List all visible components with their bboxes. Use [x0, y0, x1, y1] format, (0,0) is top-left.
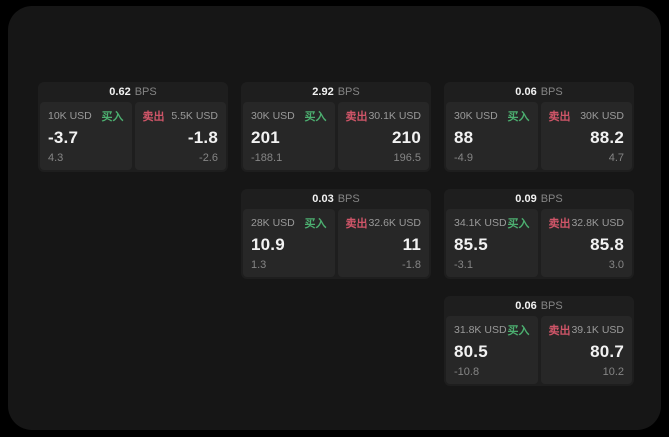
bps-unit-label: BPS: [134, 86, 157, 98]
bps-unit-label: BPS: [337, 193, 360, 205]
panels: 28K USD 买入 10.9 1.3 卖出 32.6K USD 11 -1.8: [243, 209, 429, 277]
buy-amount: 10K USD: [48, 110, 92, 122]
sell-price: 88.2: [590, 128, 624, 147]
buy-amount: 30K USD: [454, 110, 498, 122]
card-header: 0.06 BPS: [446, 296, 632, 316]
sell-amount: 32.6K USD: [368, 217, 421, 229]
bps-value: 0.62: [109, 86, 131, 98]
buy-panel[interactable]: 30K USD 买入 88 -4.9: [446, 102, 538, 170]
buy-sub-value: 1.3: [251, 259, 267, 271]
buy-label: 买入: [304, 218, 327, 230]
sell-price: 11: [402, 235, 421, 254]
card-header: 0.09 BPS: [446, 189, 632, 209]
buy-sub-value: -10.8: [454, 366, 480, 378]
sell-sub-value: 10.2: [602, 366, 624, 378]
quote-card: 0.06 BPS 31.8K USD 买入 80.5 -10.8 卖出 39.1…: [444, 296, 634, 386]
quote-grid: 0.62 BPS 10K USD 买入 -3.7 4.3 卖出 5.5K USD: [38, 82, 634, 386]
buy-price: 85.5: [454, 235, 488, 254]
sell-sub-value: 3.0: [608, 259, 624, 271]
quote-card: 0.09 BPS 34.1K USD 买入 85.5 -3.1 卖出 32.8K…: [444, 189, 634, 279]
sell-amount: 39.1K USD: [571, 324, 624, 336]
buy-sub-value: -188.1: [251, 152, 283, 164]
buy-amount: 28K USD: [251, 217, 295, 229]
sell-label: 卖出: [345, 111, 368, 123]
buy-label: 买入: [507, 218, 530, 230]
bps-value: 0.06: [515, 300, 537, 312]
buy-panel[interactable]: 10K USD 买入 -3.7 4.3: [40, 102, 132, 170]
card-header: 0.06 BPS: [446, 82, 632, 102]
sell-panel[interactable]: 卖出 30.1K USD 210 196.5: [337, 102, 429, 170]
buy-price: 80.5: [454, 342, 488, 361]
sell-panel[interactable]: 卖出 30K USD 88.2 4.7: [540, 102, 632, 170]
quote-card: 0.62 BPS 10K USD 买入 -3.7 4.3 卖出 5.5K USD: [38, 82, 228, 172]
buy-label: 买入: [507, 325, 530, 337]
sell-price: 210: [392, 128, 421, 147]
bps-unit-label: BPS: [337, 86, 360, 98]
sell-sub-value: -1.8: [402, 259, 421, 271]
sell-label: 卖出: [548, 111, 571, 123]
buy-label: 买入: [101, 111, 124, 123]
sell-panel[interactable]: 卖出 32.6K USD 11 -1.8: [337, 209, 429, 277]
buy-sub-value: -4.9: [454, 152, 473, 164]
sell-sub-value: -2.6: [199, 152, 218, 164]
buy-price: -3.7: [48, 128, 79, 147]
buy-label: 买入: [507, 111, 530, 123]
panels: 30K USD 买入 88 -4.9 卖出 30K USD 88.2 4.7: [446, 102, 632, 170]
buy-panel[interactable]: 28K USD 买入 10.9 1.3: [243, 209, 335, 277]
sell-amount: 30.1K USD: [368, 110, 421, 122]
panels: 34.1K USD 买入 85.5 -3.1 卖出 32.8K USD 85.8…: [446, 209, 632, 277]
buy-price: 10.9: [251, 235, 285, 254]
sell-amount: 32.8K USD: [571, 217, 624, 229]
buy-panel[interactable]: 31.8K USD 买入 80.5 -10.8: [446, 316, 538, 384]
buy-amount: 34.1K USD: [454, 217, 507, 229]
sell-price: 85.8: [590, 235, 624, 254]
bps-value: 0.06: [515, 86, 537, 98]
sell-label: 卖出: [345, 218, 368, 230]
buy-sub-value: 4.3: [48, 152, 64, 164]
app-frame: 0.62 BPS 10K USD 买入 -3.7 4.3 卖出 5.5K USD: [8, 6, 661, 430]
sell-label: 卖出: [548, 218, 571, 230]
buy-panel[interactable]: 30K USD 买入 201 -188.1: [243, 102, 335, 170]
sell-price: -1.8: [187, 128, 218, 147]
bps-unit-label: BPS: [540, 193, 563, 205]
buy-sub-value: -3.1: [454, 259, 473, 271]
buy-amount: 30K USD: [251, 110, 295, 122]
sell-price: 80.7: [590, 342, 624, 361]
card-header: 0.62 BPS: [40, 82, 226, 102]
quote-card: 2.92 BPS 30K USD 买入 201 -188.1 卖出 30.1K …: [241, 82, 431, 172]
sell-label: 卖出: [548, 325, 571, 337]
buy-price: 88: [454, 128, 474, 147]
sell-label: 卖出: [142, 111, 165, 123]
buy-amount: 31.8K USD: [454, 324, 507, 336]
sell-amount: 5.5K USD: [171, 110, 218, 122]
buy-price: 201: [251, 128, 280, 147]
bps-value: 0.09: [515, 193, 537, 205]
sell-sub-value: 4.7: [608, 152, 624, 164]
panels: 31.8K USD 买入 80.5 -10.8 卖出 39.1K USD 80.…: [446, 316, 632, 384]
bps-value: 2.92: [312, 86, 334, 98]
sell-panel[interactable]: 卖出 5.5K USD -1.8 -2.6: [134, 102, 226, 170]
sell-panel[interactable]: 卖出 32.8K USD 85.8 3.0: [540, 209, 632, 277]
bps-value: 0.03: [312, 193, 334, 205]
buy-label: 买入: [304, 111, 327, 123]
quote-card: 0.06 BPS 30K USD 买入 88 -4.9 卖出 30K USD: [444, 82, 634, 172]
panels: 30K USD 买入 201 -188.1 卖出 30.1K USD 210 1…: [243, 102, 429, 170]
panels: 10K USD 买入 -3.7 4.3 卖出 5.5K USD -1.8 -2.…: [40, 102, 226, 170]
sell-sub-value: 196.5: [393, 152, 421, 164]
sell-amount: 30K USD: [580, 110, 624, 122]
sell-panel[interactable]: 卖出 39.1K USD 80.7 10.2: [540, 316, 632, 384]
card-header: 0.03 BPS: [243, 189, 429, 209]
bps-unit-label: BPS: [540, 86, 563, 98]
bps-unit-label: BPS: [540, 300, 563, 312]
buy-panel[interactable]: 34.1K USD 买入 85.5 -3.1: [446, 209, 538, 277]
card-header: 2.92 BPS: [243, 82, 429, 102]
quote-card: 0.03 BPS 28K USD 买入 10.9 1.3 卖出 32.6K US…: [241, 189, 431, 279]
